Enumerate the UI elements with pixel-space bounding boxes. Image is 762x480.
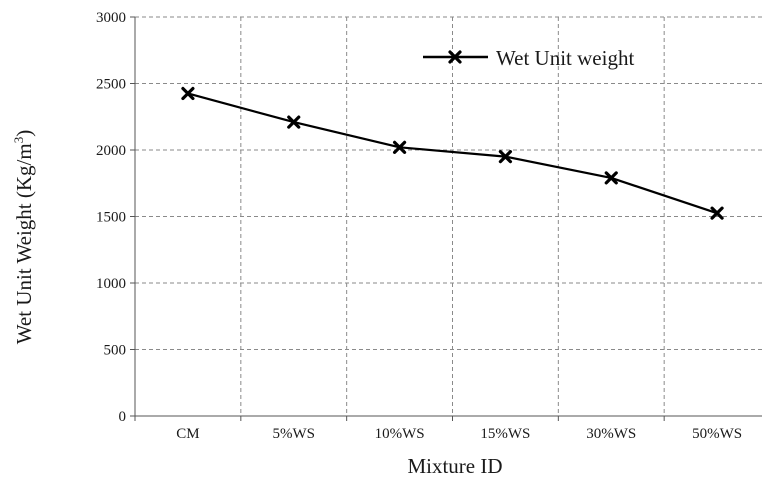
x-tick-label: 30%WS	[586, 426, 636, 442]
y-tick-label: 3000	[96, 10, 126, 26]
y-tick-label: 2500	[96, 77, 126, 93]
data-point-marker	[181, 86, 195, 101]
data-point-marker	[604, 171, 618, 185]
x-tick-label: 50%WS	[692, 426, 742, 442]
marker-stroke	[287, 115, 301, 129]
y-tick-label: 500	[104, 343, 127, 359]
x-tick-labels: CM 5%WS 10%WS 15%WS 30%WS 50%WS	[176, 426, 742, 442]
data-point-marker	[710, 206, 724, 220]
data-point-marker	[287, 115, 301, 129]
x-axis-title: Mixture ID	[407, 454, 502, 478]
y-axis-title-superscript: 3	[11, 137, 26, 144]
y-tick-labels: 0 500 1000 1500 2000 2500 3000	[96, 10, 126, 425]
y-axis-title-main: Wet Unit Weight (Kg/m	[12, 143, 36, 344]
x-tick-label: CM	[176, 426, 199, 442]
series-line	[187, 92, 718, 215]
grid-lines	[135, 16, 762, 416]
marker-stroke	[710, 206, 724, 220]
y-tick-label: 0	[119, 409, 127, 425]
legend-x-marker	[448, 50, 462, 64]
axes	[130, 16, 762, 421]
data-point-marker	[498, 150, 513, 164]
legend-marker	[448, 50, 462, 64]
x-tick-label: 15%WS	[480, 426, 530, 442]
data-point-marker	[392, 140, 407, 154]
series-group	[181, 86, 724, 220]
y-axis-title-end: )	[12, 130, 36, 137]
y-axis-title: Wet Unit Weight (Kg/m3)	[11, 130, 36, 344]
y-tick-label: 2000	[96, 143, 126, 159]
marker-stroke	[498, 150, 513, 164]
marker-stroke	[604, 171, 618, 185]
x-tick-label: 5%WS	[273, 426, 316, 442]
legend: Wet Unit weight	[423, 46, 634, 70]
y-tick-label: 1000	[96, 276, 126, 292]
x-tick-label: 10%WS	[375, 426, 425, 442]
marker-stroke	[181, 86, 195, 101]
y-tick-label: 1500	[96, 210, 126, 226]
marker-stroke	[448, 50, 462, 64]
legend-label: Wet Unit weight	[496, 46, 634, 70]
marker-stroke	[392, 140, 407, 154]
